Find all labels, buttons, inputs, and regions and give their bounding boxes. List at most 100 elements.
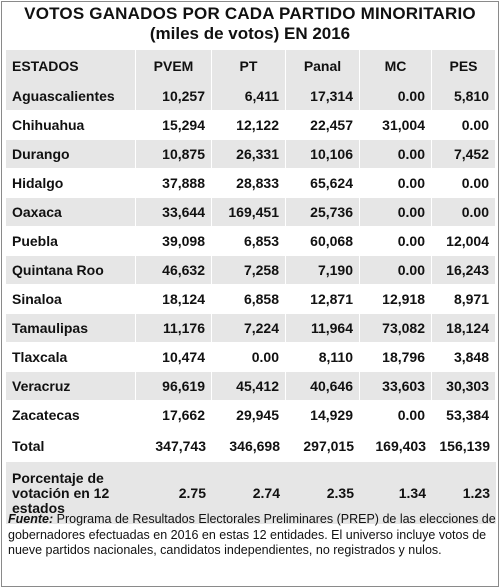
cell-pvem: 17,662 [136, 401, 212, 430]
table-row: Quintana Roo 46,632 7,258 7,190 0.00 16,243 [6, 256, 496, 285]
column-header-pt: PT [212, 50, 286, 82]
cell-pt: 6,411 [212, 82, 286, 111]
cell-pes: 0.00 [432, 111, 496, 140]
votes-table: ESTADOS PVEM PT Panal MC PES Aguascalien… [6, 50, 496, 524]
table-row: Durango 10,875 26,331 10,106 0.00 7,452 [6, 140, 496, 169]
percentage-label: Porcentaje de votación en 12 estados [6, 462, 136, 524]
cell-panal: 65,624 [286, 169, 360, 198]
cell-panal: 7,190 [286, 256, 360, 285]
state-name-cell: Tlaxcala [6, 343, 136, 372]
cell-mc: 33,603 [360, 372, 432, 401]
total-mc: 169,403 [360, 430, 432, 462]
cell-mc: 73,082 [360, 314, 432, 343]
cell-mc: 18,796 [360, 343, 432, 372]
cell-pes: 0.00 [432, 198, 496, 227]
footnote: Fuente: Programa de Resultados Electoral… [8, 512, 496, 559]
page-subtitle: (miles de votos) EN 2016 [149, 24, 351, 43]
cell-pvem: 33,644 [136, 198, 212, 227]
state-name-cell: Hidalgo [6, 169, 136, 198]
state-name-cell: Quintana Roo [6, 256, 136, 285]
cell-pes: 0.00 [432, 169, 496, 198]
state-name-cell: Sinaloa [6, 285, 136, 314]
table-row: Sinaloa 18,124 6,858 12,871 12,918 8,971 [6, 285, 496, 314]
table-row: Zacatecas 17,662 29,945 14,929 0.00 53,384 [6, 401, 496, 430]
cell-pvem: 15,294 [136, 111, 212, 140]
cell-pt: 28,833 [212, 169, 286, 198]
state-name-cell: Tamaulipas [6, 314, 136, 343]
cell-mc: 0.00 [360, 82, 432, 111]
cell-pvem: 10,257 [136, 82, 212, 111]
cell-pt: 45,412 [212, 372, 286, 401]
cell-mc: 0.00 [360, 401, 432, 430]
cell-pt: 12,122 [212, 111, 286, 140]
title-block: VOTOS GANADOS POR CADA PARTIDO MINORITAR… [2, 2, 498, 46]
state-name-cell: Oaxaca [6, 198, 136, 227]
cell-pes: 30,303 [432, 372, 496, 401]
cell-pvem: 46,632 [136, 256, 212, 285]
page-title: VOTOS GANADOS POR CADA PARTIDO MINORITAR… [24, 4, 476, 23]
header-row: ESTADOS PVEM PT Panal MC PES [6, 50, 496, 82]
cell-pvem: 11,176 [136, 314, 212, 343]
cell-panal: 8,110 [286, 343, 360, 372]
percentage-pt: 2.74 [212, 462, 286, 524]
percentage-pvem: 2.75 [136, 462, 212, 524]
column-header-pvem: PVEM [136, 50, 212, 82]
cell-pvem: 10,875 [136, 140, 212, 169]
cell-pvem: 39,098 [136, 227, 212, 256]
cell-panal: 12,871 [286, 285, 360, 314]
cell-pes: 8,971 [432, 285, 496, 314]
cell-pt: 6,853 [212, 227, 286, 256]
table-row: Tlaxcala 10,474 0.00 8,110 18,796 3,848 [6, 343, 496, 372]
table-row: Hidalgo 37,888 28,833 65,624 0.00 0.00 [6, 169, 496, 198]
cell-pes: 18,124 [432, 314, 496, 343]
percentage-mc: 1.34 [360, 462, 432, 524]
cell-pt: 26,331 [212, 140, 286, 169]
cell-mc: 0.00 [360, 198, 432, 227]
table-row: Oaxaca 33,644 169,451 25,736 0.00 0.00 [6, 198, 496, 227]
cell-pvem: 10,474 [136, 343, 212, 372]
cell-panal: 11,964 [286, 314, 360, 343]
table-row: Puebla 39,098 6,853 60,068 0.00 12,004 [6, 227, 496, 256]
cell-mc: 0.00 [360, 227, 432, 256]
column-header-states: ESTADOS [6, 50, 136, 82]
column-header-panal: Panal [286, 50, 360, 82]
cell-mc: 0.00 [360, 140, 432, 169]
cell-pt: 0.00 [212, 343, 286, 372]
cell-pt: 169,451 [212, 198, 286, 227]
cell-mc: 0.00 [360, 256, 432, 285]
state-name-cell: Aguascalientes [6, 82, 136, 111]
cell-pes: 5,810 [432, 82, 496, 111]
cell-pvem: 18,124 [136, 285, 212, 314]
column-header-pes: PES [432, 50, 496, 82]
table-row: Veracruz 96,619 45,412 40,646 33,603 30,303 [6, 372, 496, 401]
cell-panal: 14,929 [286, 401, 360, 430]
cell-pt: 7,224 [212, 314, 286, 343]
cell-pes: 7,452 [432, 140, 496, 169]
total-pvem: 347,743 [136, 430, 212, 462]
state-name-cell: Zacatecas [6, 401, 136, 430]
footnote-source-label: Fuente: [8, 512, 54, 526]
total-row: Total 347,743 346,698 297,015 169,403 15… [6, 430, 496, 462]
state-name-cell: Durango [6, 140, 136, 169]
cell-panal: 17,314 [286, 82, 360, 111]
table-row: Tamaulipas 11,176 7,224 11,964 73,082 18,124 [6, 314, 496, 343]
cell-pvem: 37,888 [136, 169, 212, 198]
cell-panal: 10,106 [286, 140, 360, 169]
cell-panal: 25,736 [286, 198, 360, 227]
state-name-cell: Puebla [6, 227, 136, 256]
state-name-cell: Chihuahua [6, 111, 136, 140]
footnote-text: Programa de Resultados Electorales Preli… [8, 512, 496, 557]
state-name-cell: Veracruz [6, 372, 136, 401]
cell-panal: 40,646 [286, 372, 360, 401]
total-pt: 346,698 [212, 430, 286, 462]
percentage-pes: 1.23 [432, 462, 496, 524]
cell-mc: 12,918 [360, 285, 432, 314]
cell-pvem: 96,619 [136, 372, 212, 401]
cell-mc: 31,004 [360, 111, 432, 140]
total-pes: 156,139 [432, 430, 496, 462]
percentage-panal: 2.35 [286, 462, 360, 524]
total-label: Total [6, 430, 136, 462]
cell-panal: 60,068 [286, 227, 360, 256]
cell-panal: 22,457 [286, 111, 360, 140]
